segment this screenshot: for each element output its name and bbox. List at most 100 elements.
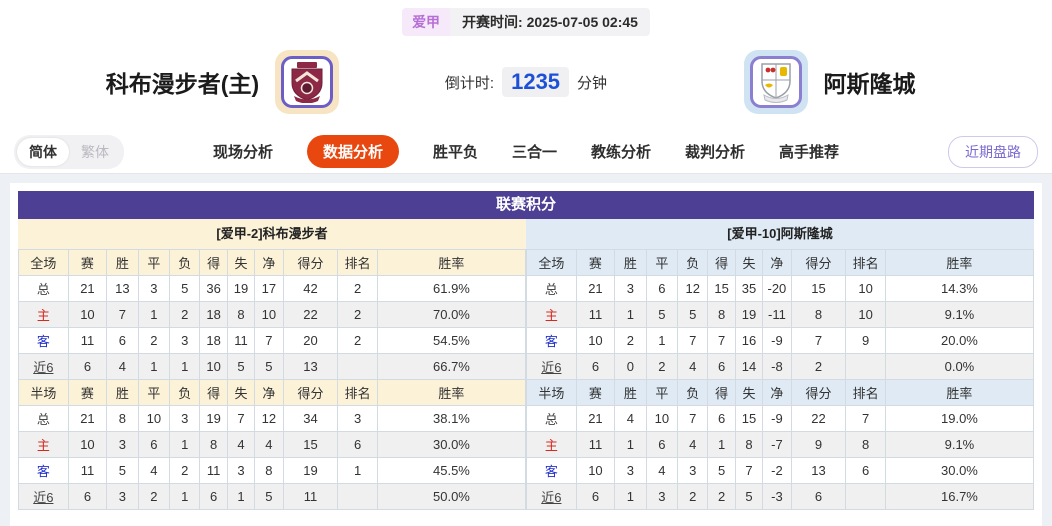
stat-cell: 11	[282, 483, 339, 510]
column-header: 排名	[337, 249, 378, 276]
countdown-unit: 分钟	[577, 74, 608, 92]
language-option[interactable]: 繁体	[81, 143, 109, 160]
nav-tab[interactable]: 胜平负	[432, 144, 478, 161]
nav-tab[interactable]: 高手推荐	[779, 144, 840, 161]
stat-cell: 1	[614, 301, 647, 328]
stats-row: 主 11 1 6 4 1 8 -7 9 8 9.1%	[526, 431, 1035, 458]
stats-row: 总 21 13 3 5 36 19 17 42 2 61.9%	[18, 275, 527, 302]
kickoff-time: 开赛时间: 2025-07-05 02:45	[450, 8, 650, 36]
stat-cell: 1	[226, 483, 256, 510]
stat-cell: 8	[845, 431, 886, 458]
nav-tab[interactable]: 现场分析	[212, 144, 273, 161]
nav-tabs: 现场分析 数据分析 胜平负 三合一 教练分析 裁判分析 高手推荐	[213, 135, 839, 168]
stat-cell	[337, 483, 378, 510]
section-header-row: 全场赛胜平负得失净得分 排名 胜率	[526, 249, 1035, 276]
stat-cell: 4	[645, 457, 679, 484]
stat-cell: 6	[337, 431, 378, 458]
row-label: 近6	[526, 353, 577, 380]
row-label: 总	[18, 405, 69, 432]
content-area: 联赛积分 [爱甲-2]科布漫步者 [爱甲-10]阿斯隆城 全场赛胜平负得失净得分…	[0, 174, 1052, 526]
stat-cell: 15	[282, 431, 339, 458]
stat-cell: 30.0%	[884, 457, 1035, 484]
stat-cell: 8	[734, 431, 764, 458]
stats-row: 主 11 1 5 5 8 19 -11 8 10 9.1%	[526, 301, 1035, 328]
stat-cell: 9.1%	[884, 431, 1035, 458]
column-header: 平	[137, 249, 171, 276]
stat-cell	[845, 353, 886, 380]
stat-cell: 22	[282, 301, 339, 328]
home-team-crest-icon	[275, 50, 340, 114]
nav-tab[interactable]: 裁判分析	[685, 144, 746, 161]
table-title: 联赛积分	[18, 191, 1034, 219]
stat-cell	[337, 353, 378, 380]
nav-tab[interactable]: 数据分析	[306, 135, 399, 168]
language-option[interactable]: 简体	[17, 137, 69, 166]
recent-trends-button[interactable]: 近期盘路	[948, 135, 1038, 168]
column-header: 负	[169, 249, 201, 276]
stat-cell: 1	[614, 483, 647, 510]
stats-row: 总 21 8 10 3 19 7 12 34 3 38.1%	[18, 405, 527, 432]
stat-cell: 50.0%	[376, 483, 527, 510]
row-label: 主	[18, 301, 69, 328]
stat-cell: 21	[67, 405, 108, 432]
kickoff-value: 2025-07-05 02:45	[526, 14, 638, 30]
stat-cell: 5	[707, 457, 736, 484]
stat-cell: 4	[614, 405, 647, 432]
stats-row: 客 10 3 4 3 5 7 -2 13 6 30.0%	[526, 457, 1035, 484]
stat-cell: 13	[790, 457, 847, 484]
column-header: 赛	[67, 379, 108, 406]
stat-cell: 30.0%	[376, 431, 527, 458]
stat-cell: 5	[677, 301, 709, 328]
stat-cell: 3	[337, 405, 378, 432]
column-header: 平	[645, 379, 679, 406]
stat-cell: 1	[169, 353, 201, 380]
stat-cell: 10	[575, 327, 616, 354]
section-label: 半场	[18, 379, 69, 406]
away-team-name: 阿斯隆城	[823, 71, 916, 97]
stat-cell: 6	[575, 353, 616, 380]
stat-cell: 13	[282, 353, 339, 380]
home-stats-table: 全场赛胜平负得失净得分 排名 胜率总 21 13 3 5 36 19 17 42 2 61.9% 主 10 7…	[18, 249, 527, 510]
stat-cell: 10	[254, 301, 284, 328]
stat-cell: 2	[169, 457, 201, 484]
stats-tables: 全场赛胜平负得失净得分 排名 胜率总 21 13 3 5 36 19 17 42 2 61.9% 主 10 7…	[18, 249, 1035, 510]
stat-cell: 17	[254, 275, 284, 302]
column-header: 赛	[575, 249, 616, 276]
stat-cell: 70.0%	[376, 301, 527, 328]
stat-cell: 19	[226, 275, 256, 302]
column-header: 得分	[282, 249, 339, 276]
column-header: 得分	[790, 249, 847, 276]
home-team: 科布漫步者(主)	[106, 50, 340, 114]
stat-cell: 4	[677, 431, 709, 458]
stat-cell: 8	[199, 431, 228, 458]
nav-tab[interactable]: 三合一	[511, 144, 557, 161]
section-header-row: 半场赛胜平负得失净得分 排名 胜率	[526, 379, 1035, 406]
away-team: 阿斯隆城	[743, 50, 916, 114]
stat-cell: 66.7%	[376, 353, 527, 380]
stat-cell: 2	[614, 327, 647, 354]
row-label: 主	[526, 301, 577, 328]
stat-cell: -20	[762, 275, 792, 302]
match-header: 爱甲 开赛时间: 2025-07-05 02:45 科布漫步者(主) 倒计	[0, 0, 1052, 130]
away-team-crest-icon	[743, 50, 808, 114]
section-header-row: 半场赛胜平负得失净得分 排名 胜率	[18, 379, 527, 406]
stat-cell: 13	[106, 275, 139, 302]
stat-cell: 20	[282, 327, 339, 354]
row-label: 近6	[526, 483, 577, 510]
countdown-value: 1235	[502, 67, 570, 97]
stat-cell	[845, 483, 886, 510]
stat-cell: 42	[282, 275, 339, 302]
stat-cell: 2	[137, 327, 171, 354]
column-header: 得	[707, 249, 736, 276]
stat-cell: 3	[226, 457, 256, 484]
stats-row: 近6 6 4 1 1 10 5 5 13 66.7%	[18, 353, 527, 380]
stat-cell: 10	[845, 301, 886, 328]
stat-cell: 2	[169, 301, 201, 328]
nav-tab[interactable]: 教练分析	[591, 144, 652, 161]
stat-cell: 6	[645, 275, 679, 302]
stat-cell: 2	[645, 353, 679, 380]
away-table-header: [爱甲-10]阿斯隆城	[526, 219, 1034, 249]
stat-cell: -2	[762, 457, 792, 484]
stat-cell: 2	[707, 483, 736, 510]
stat-cell: 0.0%	[884, 353, 1035, 380]
